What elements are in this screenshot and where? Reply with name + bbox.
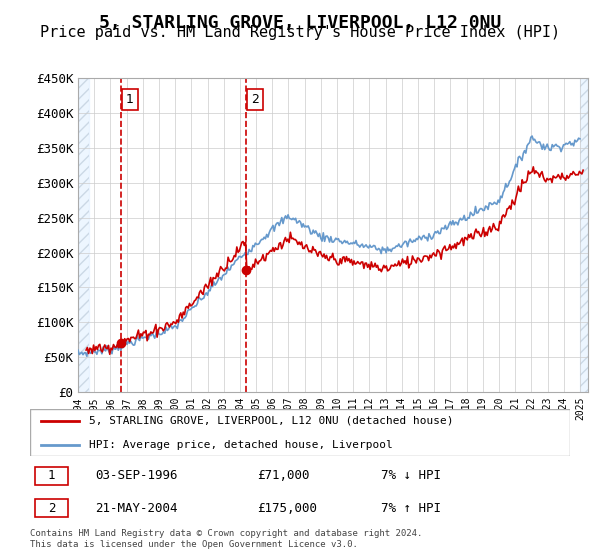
Text: Contains HM Land Registry data © Crown copyright and database right 2024.
This d: Contains HM Land Registry data © Crown c… [30,529,422,549]
FancyBboxPatch shape [30,409,570,456]
Bar [580,78,588,392]
Bar [78,78,89,392]
FancyBboxPatch shape [35,499,68,517]
Text: £71,000: £71,000 [257,469,310,483]
Text: HPI: Average price, detached house, Liverpool: HPI: Average price, detached house, Live… [89,440,393,450]
Text: 7% ↑ HPI: 7% ↑ HPI [381,502,441,515]
Text: 2: 2 [251,93,259,106]
Text: 7% ↓ HPI: 7% ↓ HPI [381,469,441,483]
Text: 2: 2 [48,502,55,515]
Bar [78,78,89,392]
Text: 03-SEP-1996: 03-SEP-1996 [95,469,178,483]
Text: 1: 1 [126,93,134,106]
Text: 1: 1 [48,469,55,483]
Text: Price paid vs. HM Land Registry's House Price Index (HPI): Price paid vs. HM Land Registry's House … [40,25,560,40]
Bar [580,78,588,392]
Text: 5, STARLING GROVE, LIVERPOOL, L12 0NU (detached house): 5, STARLING GROVE, LIVERPOOL, L12 0NU (d… [89,416,454,426]
FancyBboxPatch shape [35,467,68,485]
Text: 21-MAY-2004: 21-MAY-2004 [95,502,178,515]
Text: 5, STARLING GROVE, LIVERPOOL, L12 0NU: 5, STARLING GROVE, LIVERPOOL, L12 0NU [99,14,501,32]
Text: £175,000: £175,000 [257,502,317,515]
